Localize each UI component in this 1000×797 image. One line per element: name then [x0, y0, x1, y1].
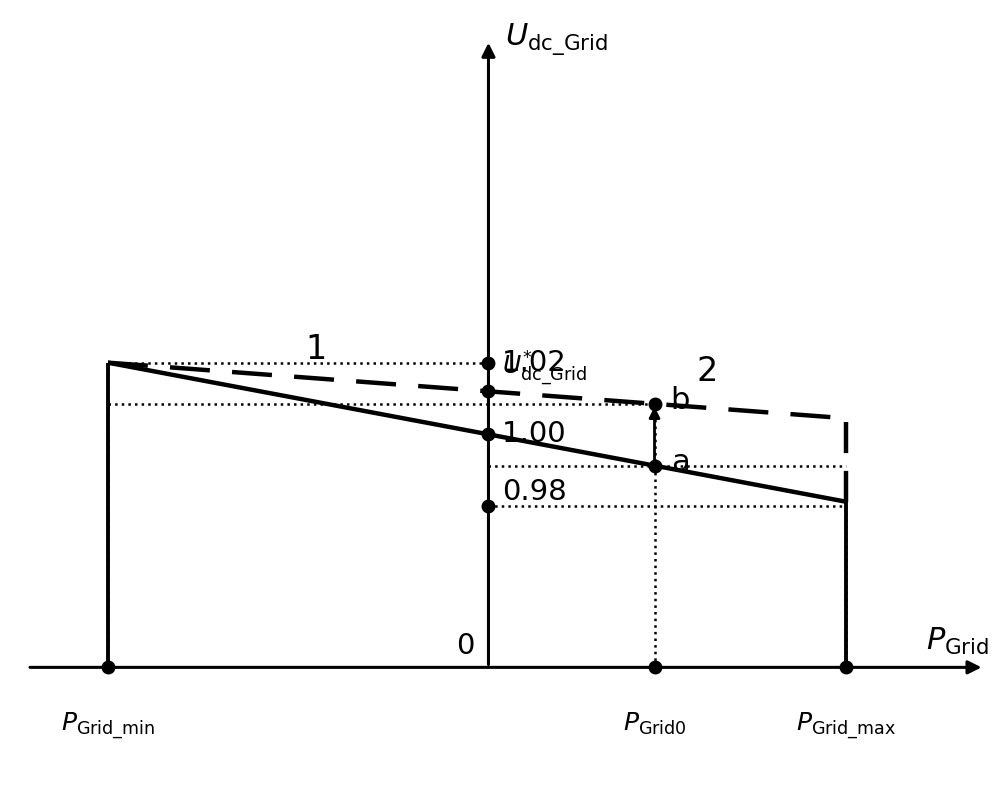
Text: $P_{\rm Grid\_min}$: $P_{\rm Grid\_min}$: [61, 710, 155, 741]
Text: 1: 1: [305, 333, 326, 366]
Text: b: b: [671, 386, 690, 414]
Text: $P_{\rm Grid0}$: $P_{\rm Grid0}$: [623, 710, 686, 736]
Text: 1.02: 1.02: [502, 348, 567, 377]
Text: $U^{*}_{\rm dc\_Grid}$: $U^{*}_{\rm dc\_Grid}$: [502, 349, 587, 388]
Text: 0: 0: [456, 632, 475, 660]
Text: 2: 2: [696, 355, 717, 387]
Text: $P_{\rm Grid\_max}$: $P_{\rm Grid\_max}$: [796, 710, 896, 741]
Text: $U_{\rm dc\_Grid}$: $U_{\rm dc\_Grid}$: [505, 22, 608, 58]
Text: a: a: [671, 448, 689, 477]
Text: 1.00: 1.00: [502, 420, 567, 449]
Text: 0.98: 0.98: [502, 478, 567, 506]
Text: $P_{\rm Grid}$: $P_{\rm Grid}$: [926, 626, 989, 657]
